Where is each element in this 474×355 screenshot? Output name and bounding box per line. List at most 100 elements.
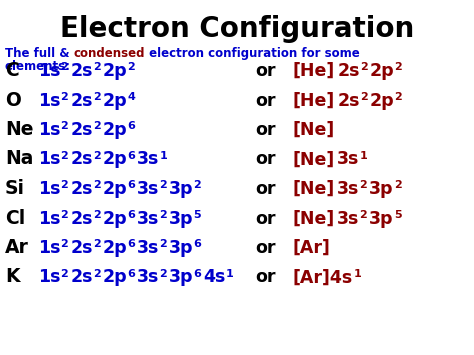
Text: electron configuration for some: electron configuration for some (145, 47, 360, 60)
Text: 1: 1 (353, 269, 361, 279)
Text: or: or (255, 239, 275, 257)
Text: [He]: [He] (293, 92, 335, 109)
Text: 2p: 2p (102, 151, 127, 169)
Text: O: O (5, 91, 21, 109)
Text: 2: 2 (360, 210, 367, 220)
Text: 2p: 2p (370, 62, 394, 80)
Text: Si: Si (5, 179, 25, 198)
Text: 3s: 3s (137, 239, 159, 257)
Text: condensed: condensed (73, 47, 145, 60)
Text: 3s: 3s (337, 180, 360, 198)
Text: 2p: 2p (102, 239, 127, 257)
Text: 2: 2 (93, 151, 100, 161)
Text: 3s: 3s (137, 268, 159, 286)
Text: 2s: 2s (337, 62, 360, 80)
Text: 6: 6 (127, 210, 135, 220)
Text: [Ne]: [Ne] (293, 121, 335, 139)
Text: 3s: 3s (137, 151, 159, 169)
Text: or: or (255, 209, 275, 228)
Text: 2: 2 (61, 62, 68, 72)
Text: 3p: 3p (169, 239, 193, 257)
Text: 1s: 1s (38, 62, 61, 80)
Text: 3p: 3p (369, 209, 394, 228)
Text: or: or (255, 180, 275, 198)
Text: 2: 2 (360, 180, 367, 190)
Text: Electron Configuration: Electron Configuration (60, 15, 414, 43)
Text: [Ne]: [Ne] (293, 151, 335, 169)
Text: 1s: 1s (38, 151, 61, 169)
Text: elements:: elements: (5, 60, 71, 73)
Text: or: or (255, 121, 275, 139)
Text: 1s: 1s (38, 239, 61, 257)
Text: 2: 2 (159, 210, 167, 220)
Text: 2: 2 (61, 151, 68, 161)
Text: 2: 2 (61, 239, 68, 249)
Text: 1s: 1s (38, 92, 61, 109)
Text: 3s: 3s (137, 180, 159, 198)
Text: 2p: 2p (102, 268, 127, 286)
Text: 1: 1 (226, 269, 234, 279)
Text: 6: 6 (127, 151, 135, 161)
Text: 2: 2 (61, 180, 68, 190)
Text: 2: 2 (93, 239, 100, 249)
Text: 3s: 3s (337, 209, 360, 228)
Text: 2: 2 (93, 269, 100, 279)
Text: or: or (255, 268, 275, 286)
Text: 1s: 1s (38, 121, 61, 139)
Text: 2: 2 (127, 62, 135, 72)
Text: 3s: 3s (337, 151, 360, 169)
Text: 2p: 2p (370, 92, 394, 109)
Text: Ne: Ne (5, 120, 34, 139)
Text: 2: 2 (159, 239, 167, 249)
Text: or: or (255, 92, 275, 109)
Text: 2: 2 (394, 180, 401, 190)
Text: 2s: 2s (70, 209, 93, 228)
Text: Na: Na (5, 149, 33, 169)
Text: 2: 2 (93, 92, 100, 102)
Text: [Ar]: [Ar] (293, 239, 331, 257)
Text: 2: 2 (360, 92, 367, 102)
Text: 2: 2 (159, 180, 167, 190)
Text: 1: 1 (159, 151, 167, 161)
Text: [He]: [He] (293, 62, 335, 80)
Text: 4s: 4s (203, 268, 226, 286)
Text: 2: 2 (159, 269, 167, 279)
Text: 2s: 2s (70, 92, 93, 109)
Text: [Ne]: [Ne] (293, 209, 335, 228)
Text: 4: 4 (127, 92, 135, 102)
Text: 5: 5 (394, 210, 401, 220)
Text: 6: 6 (193, 239, 201, 249)
Text: 2: 2 (93, 62, 100, 72)
Text: 2s: 2s (70, 180, 93, 198)
Text: 2: 2 (61, 210, 68, 220)
Text: 2: 2 (93, 210, 100, 220)
Text: 2s: 2s (70, 268, 93, 286)
Text: 3s: 3s (137, 209, 159, 228)
Text: 2p: 2p (102, 92, 127, 109)
Text: 2s: 2s (70, 62, 93, 80)
Text: 2p: 2p (102, 209, 127, 228)
Text: 6: 6 (127, 180, 135, 190)
Text: [Ar]4s: [Ar]4s (293, 268, 353, 286)
Text: 3p: 3p (169, 209, 193, 228)
Text: 2p: 2p (102, 180, 127, 198)
Text: Ar: Ar (5, 238, 29, 257)
Text: 6: 6 (127, 269, 135, 279)
Text: 2: 2 (61, 92, 68, 102)
Text: 3p: 3p (169, 180, 193, 198)
Text: 2: 2 (61, 269, 68, 279)
Text: 2: 2 (93, 121, 100, 131)
Text: 1s: 1s (38, 180, 61, 198)
Text: 2: 2 (360, 62, 367, 72)
Text: 2: 2 (394, 62, 402, 72)
Text: 2s: 2s (337, 92, 360, 109)
Text: Cl: Cl (5, 208, 25, 228)
Text: 3p: 3p (169, 268, 193, 286)
Text: 5: 5 (193, 210, 201, 220)
Text: 2: 2 (394, 92, 402, 102)
Text: 2s: 2s (70, 151, 93, 169)
Text: [Ne]: [Ne] (293, 180, 335, 198)
Text: 3p: 3p (369, 180, 394, 198)
Text: or: or (255, 151, 275, 169)
Text: C: C (5, 61, 19, 80)
